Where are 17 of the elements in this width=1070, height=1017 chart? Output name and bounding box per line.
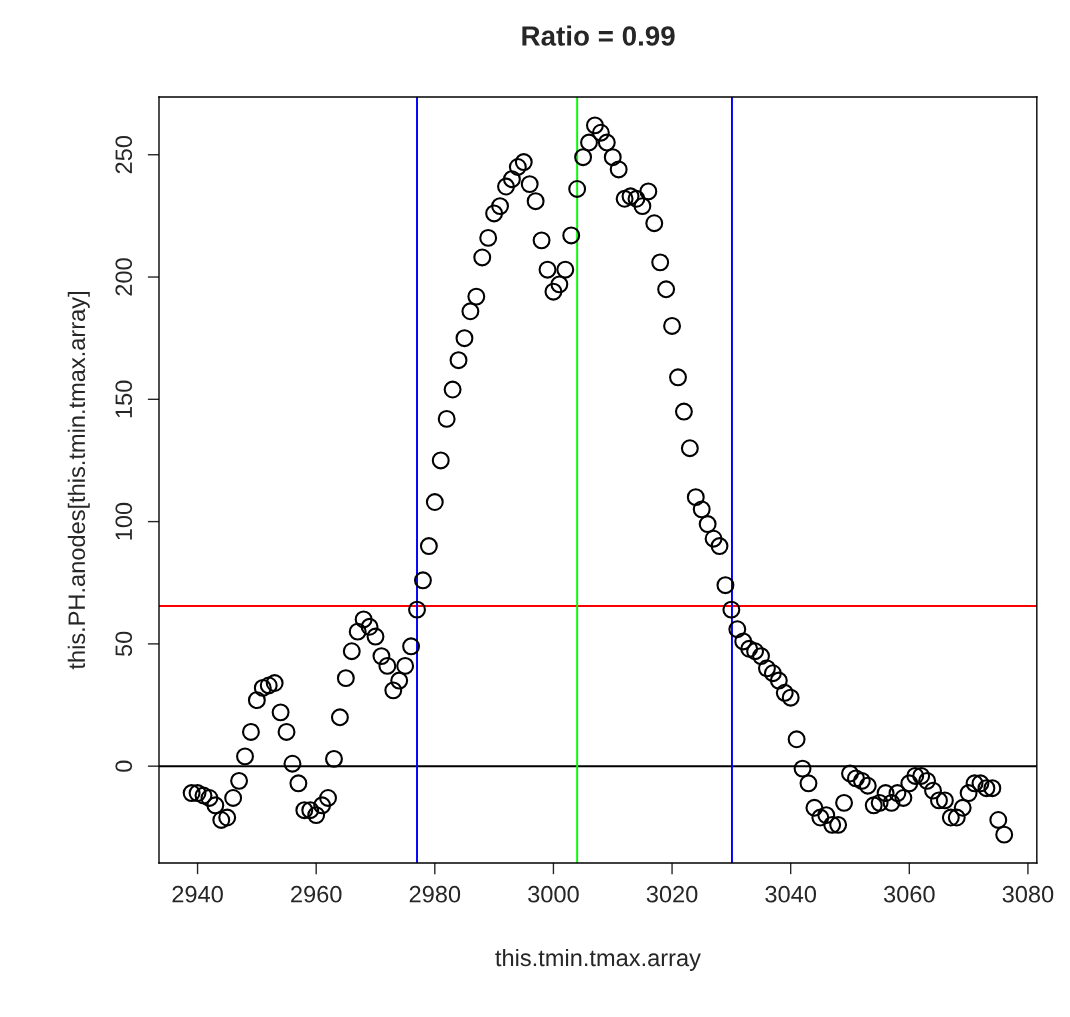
y-tick-label: 0 (115, 760, 133, 772)
y-tick-label: 200 (115, 258, 133, 296)
x-tick-label: 3040 (765, 885, 817, 903)
y-tick-label: 150 (115, 380, 133, 418)
x-tick-label: 2960 (291, 885, 342, 903)
x-tick-label: 3060 (883, 885, 935, 903)
x-tick-label: 3080 (1002, 885, 1054, 903)
x-tick-label: 3020 (646, 885, 698, 903)
x-axis-title: this.tmin.tmax.array (495, 948, 701, 971)
y-axis-title: this.PH.anodes[this.tmin.tmax.array] (67, 292, 90, 670)
chart-title: Ratio = 0.99 (522, 25, 675, 46)
x-tick-label: 3000 (528, 885, 579, 903)
y-tick-label: 100 (115, 502, 133, 540)
y-tick-label: 250 (115, 135, 133, 174)
y-tick-label: 50 (115, 631, 133, 657)
x-tick-label: 2940 (172, 885, 223, 903)
x-tick-label: 2980 (409, 885, 461, 903)
